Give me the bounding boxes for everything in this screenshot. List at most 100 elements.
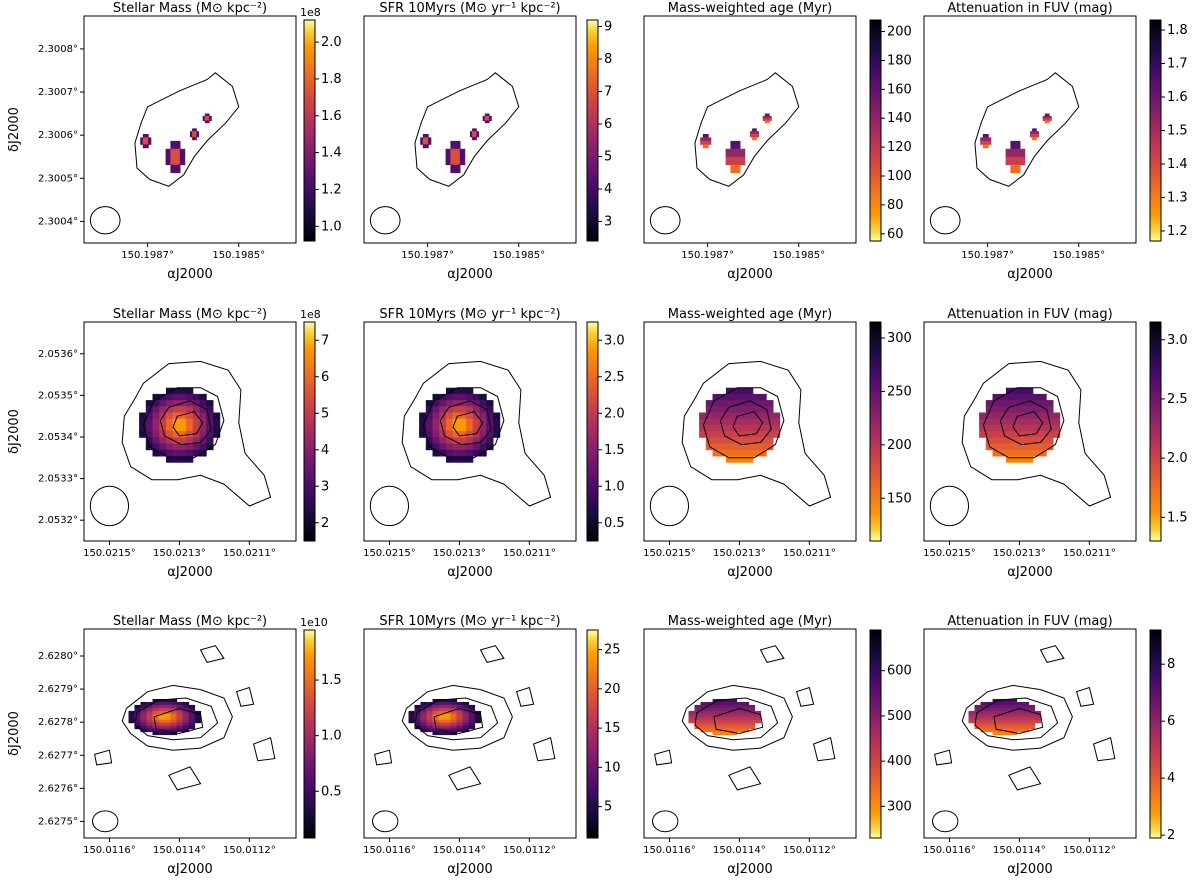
heatmap-pixel (1034, 710, 1042, 715)
heatmap-pixel (1030, 131, 1033, 135)
heatmap-pixel (158, 710, 166, 715)
heatmap-pixel (172, 456, 180, 463)
colorbar-tick-label: 2.5 (604, 370, 625, 385)
heatmap-pixel (179, 443, 187, 451)
heatmap-pixel (438, 725, 446, 730)
beam-ellipse (649, 206, 681, 235)
x-tick-label: 150.1985° (772, 250, 825, 261)
heatmap-pixel (450, 728, 458, 733)
panel-title: SFR 10Myrs (M⊙ yr⁻¹ kpc⁻²) (379, 1, 560, 16)
heatmap-pixel (204, 120, 208, 124)
heatmap-pixel (1026, 443, 1034, 451)
heatmap-pixel (712, 393, 720, 401)
heatmap-pixel (425, 134, 429, 138)
heatmap-pixel (700, 722, 707, 727)
heatmap-pixel (158, 704, 166, 709)
heatmap-pixel (145, 406, 153, 413)
heatmap-pixel (1012, 406, 1020, 413)
heatmap-pixel (985, 431, 993, 438)
contour-line (1075, 686, 1095, 707)
heatmap-pixel (145, 437, 153, 444)
heatmap-pixel (998, 707, 1006, 712)
heatmap-pixel (459, 456, 467, 463)
heatmap-pixel (766, 431, 774, 438)
heatmap-pixel (474, 719, 482, 724)
heatmap-pixel (452, 387, 460, 395)
heatmap-pixel (142, 137, 146, 142)
heatmap-pixel (1019, 148, 1026, 158)
heatmap-pixel (484, 120, 488, 124)
heatmap-pixel (980, 704, 987, 709)
heatmap-pixel (439, 449, 447, 457)
heatmap-pixel (705, 134, 709, 138)
heatmap-pixel (459, 449, 467, 457)
heatmap-pixel (699, 424, 707, 432)
heatmap-pixel (1022, 704, 1030, 709)
heatmap-pixel (1039, 437, 1047, 444)
x-axis-label: αJ2000 (1007, 267, 1053, 282)
heatmap-pixel (988, 137, 992, 142)
heatmap-pixel (1012, 393, 1020, 401)
heatmap-pixel (456, 725, 464, 730)
heatmap-pixel (712, 713, 719, 718)
heatmap-pixel (726, 443, 734, 451)
heatmap-pixel (472, 136, 475, 141)
heatmap-pixel (468, 704, 476, 709)
x-axis-label: αJ2000 (447, 862, 493, 877)
heatmap-pixel (1039, 393, 1047, 401)
heatmap-pixel (1022, 719, 1030, 724)
heatmap-pixel (712, 431, 720, 438)
heatmap-pixel (748, 713, 756, 718)
heatmap-pixel (152, 704, 159, 709)
heatmap-pixel (725, 148, 731, 158)
heatmap-pixel (139, 412, 147, 420)
heatmap-pixel (166, 418, 174, 426)
heatmap-pixel (444, 725, 452, 730)
heatmap-pixel (754, 136, 757, 141)
panel-title: Stellar Mass (M⊙ kpc⁻²) (113, 614, 267, 629)
colorbar-exponent: 1e8 (300, 6, 321, 19)
heatmap-pixel (455, 156, 461, 166)
heatmap-pixel (726, 418, 734, 426)
heatmap-pixel (172, 387, 180, 395)
heatmap-pixel (746, 424, 754, 432)
heatmap-pixel (450, 699, 458, 703)
heatmap-pixel (158, 699, 166, 703)
heatmap-pixel (408, 710, 415, 715)
x-tick-label: 150.0114° (713, 845, 766, 856)
heatmap-pixel (1039, 400, 1047, 407)
heatmap-pixel (1004, 731, 1012, 736)
heatmap-pixel (688, 710, 695, 715)
heatmap-pixel (1032, 131, 1035, 135)
heatmap-pixel (730, 728, 738, 733)
x-tick-label: 150.0215° (923, 548, 976, 559)
x-axis-label: αJ2000 (727, 565, 773, 580)
heatmap-pixel (736, 710, 744, 715)
x-tick-label: 150.0211° (503, 548, 556, 559)
y-tick-label: 2.0533° (38, 474, 78, 485)
heatmap-pixel (712, 418, 720, 426)
colorbar-tick-label: 1.6 (1167, 90, 1188, 105)
heatmap-pixel (196, 134, 199, 138)
heatmap-pixel (182, 722, 190, 727)
heatmap-pixel (459, 412, 467, 420)
heatmap-pixel (718, 702, 726, 706)
heatmap-pixel (730, 722, 738, 727)
heatmap-pixel (456, 722, 464, 727)
heatmap-pixel (186, 456, 194, 463)
heatmap-pixel (1015, 140, 1021, 150)
panel-title: Attenuation in FUV (mag) (947, 614, 1112, 629)
heatmap-pixel (1012, 443, 1020, 451)
heatmap-pixel (1026, 456, 1034, 463)
heatmap-pixel (1012, 418, 1020, 426)
heatmap-pixel (182, 707, 190, 712)
heatmap-pixel (196, 131, 199, 135)
heatmap-pixel (468, 725, 476, 730)
heatmap-pixel (1047, 118, 1050, 121)
heatmap-pixel (1010, 164, 1016, 174)
heatmap-pixel (992, 431, 1000, 438)
heatmap-pixel (752, 424, 760, 432)
heatmap-pixel (164, 725, 172, 730)
heatmap-pixel (1034, 716, 1042, 721)
y-tick-label: 2.6275° (38, 816, 78, 827)
